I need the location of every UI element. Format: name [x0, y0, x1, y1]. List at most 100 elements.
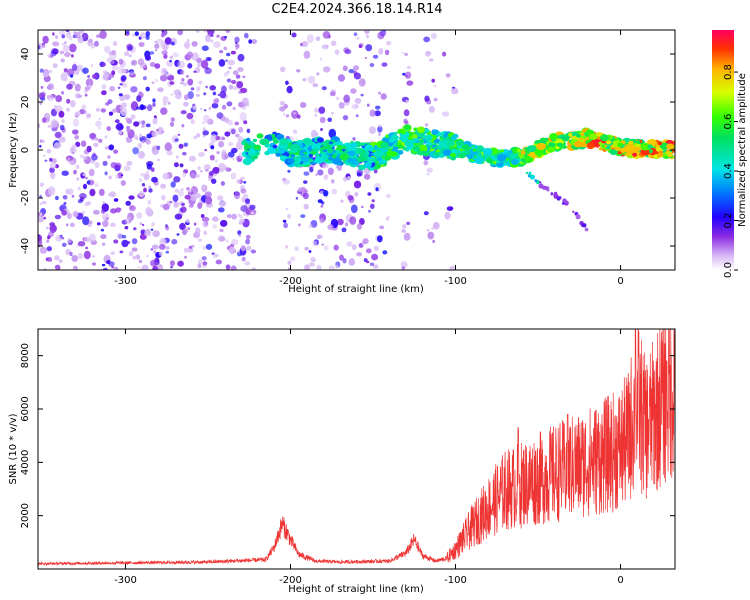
spectrogram-noise-cell [109, 85, 116, 92]
spectrogram-noise-cell [348, 258, 355, 266]
spectrogram-noise-cell [371, 253, 379, 261]
spectrogram-noise-cell [117, 233, 123, 240]
spectrogram-noise-cell [321, 44, 329, 50]
colorbar-tick-label: 0.4 [723, 163, 734, 179]
spectrogram-noise-cell [230, 172, 237, 180]
spectrogram-noise-cell [54, 264, 61, 270]
snr-panel: -300 -200 -100 0 2000 4000 6000 8000 Height of … [8, 328, 676, 595]
spectrogram-noise-cell [366, 103, 370, 107]
spectrogram-noise-cell [193, 135, 198, 140]
spectrogram-noise-cell [308, 224, 313, 229]
spectrogram-noise-cell [85, 113, 91, 119]
spectrogram-noise-cell [125, 30, 130, 34]
spectrogram-noise-cell [139, 136, 145, 142]
spectrogram-signal-cell [400, 136, 408, 143]
spectrogram-signal-cell [368, 147, 373, 151]
colorbar-tick-label: 0.8 [723, 64, 734, 80]
spectrogram-noise-cell [356, 172, 362, 177]
spectrogram-noise-cell [58, 259, 63, 263]
spectrogram-noise-cell [180, 70, 185, 75]
spectrogram-noise-cell [402, 224, 407, 229]
spectrogram-signal-cell [327, 148, 334, 154]
spectrogram-noise-cell [121, 239, 129, 248]
spectrogram-noise-cell [451, 87, 459, 95]
spectrogram-noise-cell [232, 106, 236, 111]
spectrogram-signal-cell [442, 149, 452, 157]
spectrogram-noise-cell [378, 48, 384, 55]
spectrogram-noise-cell [141, 140, 145, 144]
spectrogram-signal-cell [308, 153, 314, 158]
spectrogram-noise-cell [111, 266, 115, 269]
spectrogram-noise-cell [93, 142, 99, 147]
spectrogram-noise-cell [213, 41, 221, 48]
spectrogram-signal-cell [348, 150, 356, 156]
spectrogram-noise-cell [42, 200, 47, 205]
spectrogram-noise-cell [42, 35, 49, 44]
spectrogram-noise-cell [64, 52, 71, 58]
spectrogram-signal-cell [598, 147, 603, 151]
spectrogram-noise-cell [82, 216, 90, 226]
spectrogram-noise-cell [39, 182, 45, 187]
spectrogram-noise-cell [104, 135, 108, 139]
spectrogram-noise-cell [201, 256, 207, 261]
spectrogram-noise-cell [335, 96, 340, 101]
spectrogram-noise-cell [202, 261, 208, 266]
spectrogram-signal-cell [648, 154, 652, 158]
spectrogram-noise-cell [52, 41, 60, 47]
spectrogram-noise-cell [100, 108, 106, 113]
spectrogram-noise-cell [426, 167, 433, 173]
spectrogram-signal-cell [534, 148, 544, 156]
spectrogram-noise-cell [100, 228, 105, 232]
spectrogram-signal-cell [500, 149, 505, 153]
spectrogram-noise-cell [72, 129, 79, 135]
spectrogram-noise-cell [186, 51, 194, 59]
spectrogram-noise-cell [353, 180, 362, 189]
spectrogram-noise-cell [162, 203, 170, 210]
spectrogram-noise-cell [364, 30, 370, 35]
spectrogram-noise-cell [356, 223, 362, 230]
spectrogram-noise-cell [403, 232, 411, 241]
spectrogram-noise-cell [118, 93, 123, 97]
colorbar: 0.0 0.2 0.4 0.6 0.8 Normalized spectral ampl… [712, 30, 748, 278]
spectrogram-noise-cell [149, 62, 156, 67]
spectrogram-noise-cell [98, 117, 101, 121]
spectrogram-noise-cell [54, 142, 62, 149]
spectrogram-signal-cell [546, 146, 555, 153]
spectrogram-noise-cell [197, 238, 203, 242]
spectrogram-noise-cell [65, 32, 71, 39]
spectrogram-noise-cell [179, 222, 186, 231]
spectrogram-noise-cell [75, 164, 80, 170]
spectrogram-noise-cell [287, 169, 291, 173]
spectrogram-noise-cell [146, 104, 153, 112]
spectrogram-noise-cell [113, 198, 119, 202]
spectrogram-noise-cell [96, 222, 101, 226]
spectrogram-noise-cell [113, 149, 119, 154]
spectrogram-signal-cell [536, 142, 546, 151]
spectrogram-noise-cell [133, 134, 138, 139]
spectrogram-noise-cell [73, 169, 77, 175]
spectrogram-noise-cell [183, 247, 188, 253]
spectrogram-noise-cell [186, 38, 190, 43]
spectrogram-noise-cell [184, 255, 187, 259]
spectrogram-noise-cell [446, 206, 454, 212]
spectrogram-noise-cell [312, 83, 319, 88]
spectrogram-noise-cell [132, 33, 135, 37]
spectrogram-noise-cell [104, 171, 108, 176]
spectrogram-noise-cell [82, 173, 86, 177]
spectrogram-noise-cell [115, 207, 121, 213]
spectrogram-signal-cell [580, 132, 585, 136]
spectrogram-noise-cell [178, 92, 182, 96]
spectrogram-noise-cell [79, 154, 85, 159]
spectrogram-noise-cell [164, 37, 172, 45]
spectrogram-noise-cell [218, 168, 224, 173]
spectrogram-noise-cell [131, 247, 138, 252]
spectrogram-noise-cell [426, 229, 430, 232]
spectrogram-noise-cell [59, 50, 65, 55]
spectrogram-noise-cell [386, 217, 389, 221]
spectrogram-noise-cell [287, 267, 291, 270]
spectrogram-noise-cell [133, 121, 140, 127]
spectrogram-noise-cell [204, 67, 212, 75]
spectrogram-noise-cell [359, 218, 365, 225]
spectrogram-signal-cell [667, 152, 673, 158]
spectrogram-noise-cell [67, 157, 71, 162]
